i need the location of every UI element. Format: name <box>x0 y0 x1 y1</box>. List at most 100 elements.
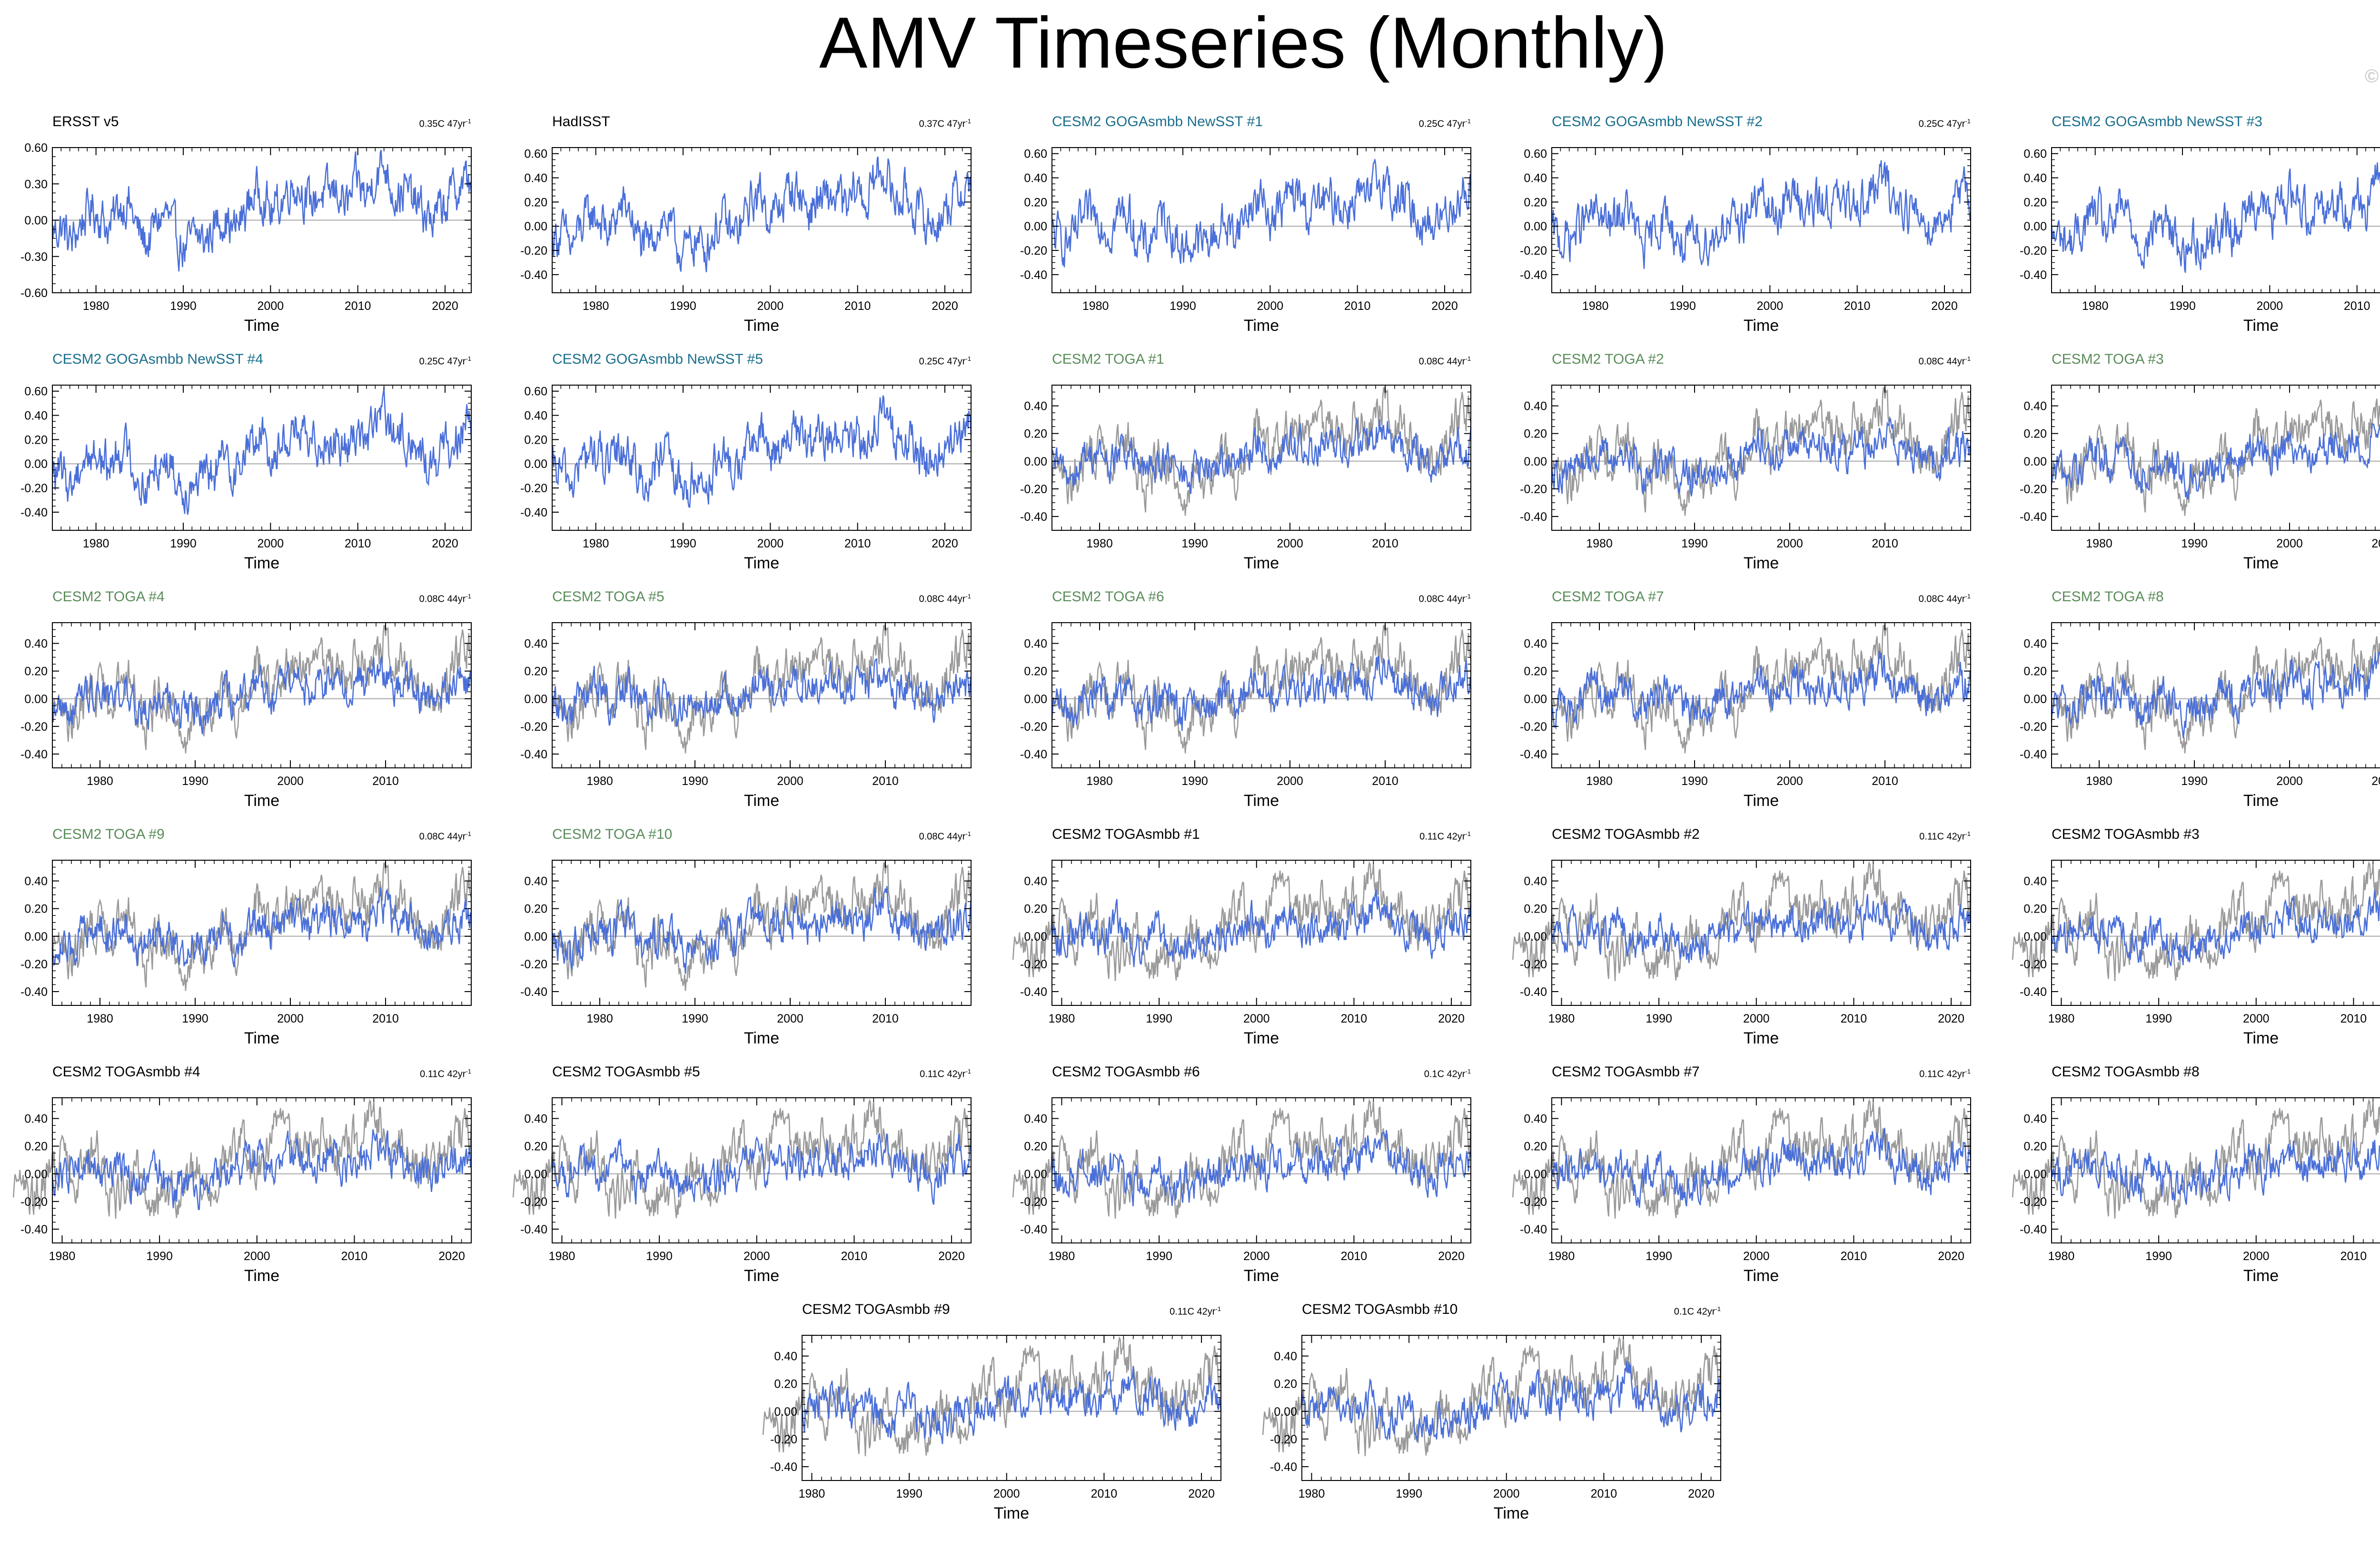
x-tick-label: 2000 <box>1243 1250 1270 1263</box>
y-tick-label: 0.40 <box>774 1350 797 1363</box>
x-tick-label: 2000 <box>777 1012 803 1025</box>
y-tick-label: 0.20 <box>524 196 547 209</box>
observed-series-line <box>551 625 972 754</box>
y-tick-label: -0.40 <box>20 748 48 761</box>
chart-svg: -0.40 -0.20 0.00 0.20 0.40 1980 1990 2000 2010 <box>1020 385 1472 550</box>
x-tick-label: 2000 <box>258 299 284 313</box>
chart-panel: ERSST v5 0.35C 47yr-1 -0.60 -0.30 0.00 0.30 0.… <box>0 113 497 350</box>
y-tick-label: 0.60 <box>24 385 48 398</box>
x-tick-label: 2010 <box>841 1250 868 1263</box>
x-tick-label: 1990 <box>170 299 197 313</box>
x-tick-label: 2000 <box>258 537 284 550</box>
x-tick-label: 1980 <box>583 537 609 550</box>
x-tick-label: 1990 <box>1181 775 1208 788</box>
x-tick-label: 2010 <box>1372 537 1398 550</box>
model-series-line <box>801 1366 1222 1444</box>
trend-exponent: -1 <box>1965 593 1971 600</box>
trend-label: 0.08C 44yr-1 <box>1919 590 1971 606</box>
trend-value: 0.25C 47yr <box>919 356 966 367</box>
x-axis-label: Time <box>244 317 280 335</box>
chart-svg: -0.40 -0.20 0.00 0.20 0.40 1980 1990 2000 2010 <box>2020 385 2380 550</box>
x-tick-label: 1990 <box>1646 1012 1672 1025</box>
y-tick-label: 0.20 <box>2023 665 2047 678</box>
observed-series-line <box>2051 636 2380 754</box>
x-tick-label: 1990 <box>170 537 197 550</box>
y-tick-label: 0.00 <box>1024 693 1047 706</box>
trend-label: 0.08C 44yr-1 <box>1419 353 1471 368</box>
model-series-line <box>1301 1361 1722 1442</box>
x-tick-label: 2010 <box>341 1250 368 1263</box>
y-tick-label: 0.00 <box>774 1405 797 1419</box>
trend-value: 0.25C 47yr <box>1418 119 1466 129</box>
chart-panel: HadISST 0.37C 47yr-1 -0.40 -0.20 0.00 0.20 0.4… <box>500 113 997 350</box>
x-tick-label: 2020 <box>1438 1250 1465 1263</box>
plot-frame <box>1551 1097 1971 1243</box>
y-tick-label: -0.40 <box>1270 1461 1297 1474</box>
x-tick-label: 2000 <box>777 775 803 788</box>
y-tick-label: 0.20 <box>1024 903 1047 916</box>
y-tick-label: -0.20 <box>520 958 547 971</box>
trend-value: 0.25C 47yr <box>1918 119 1965 129</box>
trend-label: 0.25C 47yr-1 <box>1419 115 1471 130</box>
y-tick-label: -0.40 <box>1020 748 1047 761</box>
y-tick-label: 0.30 <box>24 178 48 191</box>
y-tick-label: -0.40 <box>2020 748 2047 761</box>
panel-title: CESM2 TOGA #9 <box>52 826 165 842</box>
trend-value: 0.35C 47yr <box>419 119 466 129</box>
y-tick-label: -0.20 <box>520 244 547 258</box>
y-tick-label: -0.40 <box>2020 268 2047 282</box>
y-tick-label: -0.20 <box>2020 958 2047 971</box>
observed-series-line <box>1012 1098 1472 1219</box>
y-tick-label: 0.40 <box>24 875 48 888</box>
model-series-line <box>551 658 972 727</box>
trend-label: 0.25C 47yr-1 <box>1919 115 1971 130</box>
x-axis-label: Time <box>2243 792 2279 810</box>
model-series-line <box>1551 416 1972 497</box>
x-tick-label: 2000 <box>1277 537 1303 550</box>
x-axis-label: Time <box>1743 1029 1779 1047</box>
x-tick-label: 2010 <box>2344 299 2370 313</box>
y-tick-label: 0.40 <box>2023 400 2047 413</box>
y-tick-label: -0.40 <box>1520 1223 1547 1236</box>
model-series-line <box>1051 1130 1472 1207</box>
x-tick-label: 2020 <box>432 537 458 550</box>
x-tick-label: 1980 <box>583 299 609 313</box>
y-tick-label: -0.40 <box>1520 510 1547 524</box>
y-tick-label: 0.20 <box>2023 196 2047 209</box>
trend-value: 0.25C 47yr <box>419 356 466 367</box>
x-tick-label: 2020 <box>1938 1250 1964 1263</box>
trend-label: 0.11C 42yr-1 <box>420 1065 471 1081</box>
plot-frame <box>802 1335 1221 1481</box>
model-series-line <box>51 149 472 272</box>
x-tick-label: 2020 <box>1188 1487 1215 1500</box>
x-axis-label: Time <box>1743 1267 1779 1285</box>
x-tick-label: 1980 <box>2048 1012 2075 1025</box>
observed-series-line <box>1051 625 1472 754</box>
x-tick-label: 1980 <box>83 299 109 313</box>
chart-svg: -0.40-0.200.000.200.40198019902000201020… <box>2012 860 2380 1025</box>
x-tick-label: 2000 <box>277 775 304 788</box>
x-axis-label: Time <box>1493 1504 1529 1522</box>
x-tick-label: 2020 <box>938 1250 965 1263</box>
x-tick-label: 2000 <box>744 1250 770 1263</box>
x-tick-label: 2000 <box>1743 1012 1770 1025</box>
x-tick-label: 2010 <box>345 537 371 550</box>
trend-exponent: -1 <box>1465 1068 1471 1075</box>
y-tick-label: 0.40 <box>1024 172 1047 185</box>
chart-panel: CESM2 TOGAsmbb #4 0.11C 42yr-1 -0.40 -0.20 0… <box>0 1063 497 1301</box>
x-tick-label: 1990 <box>646 1250 673 1263</box>
chart-panel: CESM2 TOGAsmbb #7 0.11C 42yr-1 -0.40 -0.20 0… <box>1499 1063 1997 1301</box>
observed-series-line <box>1051 387 1472 516</box>
y-tick-label: 0.60 <box>1524 148 1547 161</box>
y-tick-label: 0.20 <box>24 1140 48 1153</box>
chart-panel: CESM2 TOGA #80.08C 44yr-1-0.40-0.200.000… <box>1999 588 2380 825</box>
trend-value: 0.08C 44yr <box>419 831 466 842</box>
chart-svg: -0.40 -0.20 0.00 0.20 0.40 1980 1990 2000 2010 <box>1520 385 1972 550</box>
y-tick-label: -0.20 <box>2020 483 2047 496</box>
x-tick-label: 1990 <box>896 1487 922 1500</box>
y-tick-label: -0.20 <box>1020 244 1047 258</box>
observed-series-line <box>2051 398 2380 516</box>
model-series-line <box>551 886 972 974</box>
x-axis-label: Time <box>244 1029 280 1047</box>
